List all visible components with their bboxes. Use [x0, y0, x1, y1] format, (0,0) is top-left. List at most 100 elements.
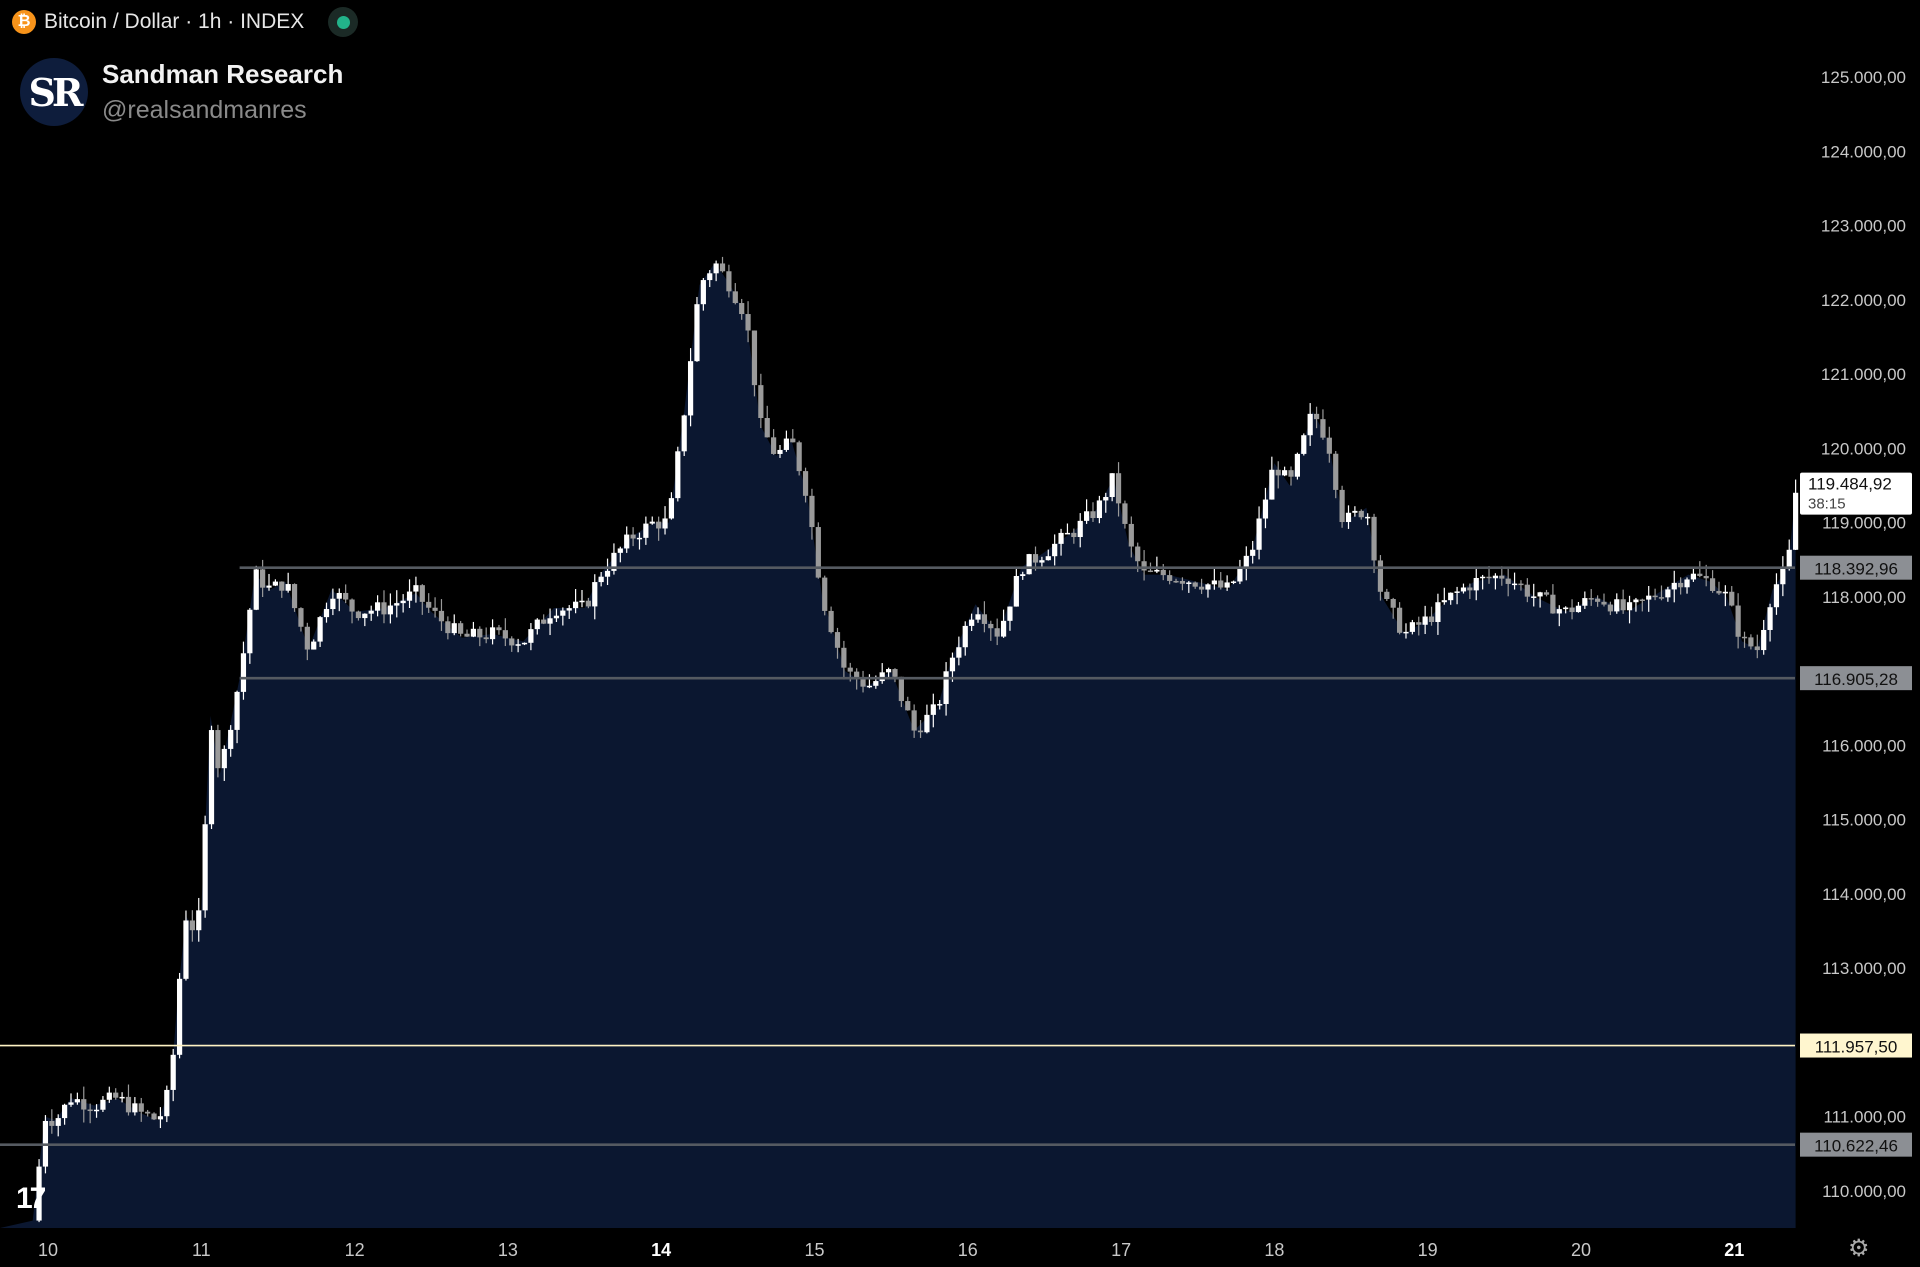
candle: [438, 599, 445, 631]
candle: [1773, 573, 1780, 615]
candle: [547, 608, 553, 636]
candle: [630, 527, 636, 547]
candle: [790, 429, 796, 443]
candle: [228, 725, 234, 757]
candle: [1684, 577, 1690, 594]
candle: [100, 1096, 106, 1113]
last-price-badge: [1800, 472, 1912, 515]
symbol-header[interactable]: ₿ Bitcoin / Dollar · 1h · INDEX: [12, 7, 359, 37]
y-tick-label: 113.000,00: [1822, 959, 1906, 978]
candle: [1563, 606, 1569, 614]
candle: [815, 522, 821, 579]
candle: [458, 620, 464, 637]
candle: [739, 298, 745, 320]
candle: [1243, 546, 1249, 581]
candle: [1786, 539, 1792, 571]
candle: [751, 330, 758, 397]
price-axis[interactable]: 110.000,00 111.000,00 113.000,00 114.000,00…: [1800, 68, 1912, 1201]
candle: [1313, 406, 1320, 429]
candle: [1741, 631, 1748, 648]
candle: [924, 704, 930, 734]
candle: [866, 674, 873, 689]
candle: [1537, 591, 1543, 608]
horizontal-levels[interactable]: 118.392,96 116.905,28 111.957,50 110.622,46: [0, 555, 1912, 1157]
time-axis[interactable]: 10 11 12 13 14 15 16 17 18 19 20 21: [38, 1240, 1744, 1260]
candle: [656, 516, 662, 541]
candle: [1735, 593, 1741, 649]
x-tick-label: 16: [958, 1240, 978, 1260]
candle: [1288, 466, 1294, 486]
x-tick-label: 11: [192, 1240, 211, 1260]
candle: [311, 639, 317, 650]
candle: [1294, 452, 1300, 480]
candle: [304, 622, 310, 661]
candle: [1403, 623, 1409, 639]
candle: [483, 627, 489, 644]
candle: [1262, 487, 1269, 529]
candle: [1620, 589, 1626, 614]
candle: [694, 296, 700, 362]
candle: [272, 579, 278, 587]
candle: [1422, 605, 1428, 635]
last-price-label: 119.484,92: [1808, 475, 1892, 494]
candle: [981, 601, 988, 633]
candle: [1428, 606, 1435, 626]
candle: [905, 696, 911, 711]
candle: [1390, 597, 1396, 619]
level-price-tag: [1800, 666, 1912, 691]
candle: [1448, 592, 1454, 605]
candle: [560, 607, 566, 626]
candle: [1524, 578, 1530, 603]
tradingview-logo[interactable]: 17: [16, 1182, 46, 1215]
price-area-fill: [0, 262, 1796, 1228]
candle: [771, 429, 777, 455]
candle: [541, 614, 547, 625]
level-price-label: 110.622,46: [1814, 1137, 1898, 1156]
candle: [1492, 573, 1499, 590]
candle: [1275, 461, 1281, 489]
candle: [636, 532, 643, 550]
candle: [1000, 609, 1007, 638]
candle: [1090, 502, 1096, 522]
candle: [1007, 606, 1013, 631]
candle: [285, 572, 291, 593]
candle: [170, 1048, 176, 1102]
candle: [777, 445, 783, 458]
candle: [1665, 586, 1671, 602]
x-tick-label: 18: [1264, 1240, 1284, 1260]
y-tick-label: 116.000,00: [1822, 736, 1906, 755]
candle: [374, 595, 381, 617]
candle: [1345, 505, 1352, 529]
candle: [1064, 523, 1071, 535]
candle: [1658, 585, 1665, 601]
candle: [1384, 588, 1390, 601]
candle: [1326, 426, 1332, 463]
candle: [317, 615, 323, 647]
candle: [113, 1088, 119, 1100]
candle: [1211, 567, 1217, 590]
candle: [534, 618, 540, 635]
candle: [445, 616, 451, 640]
candle: [1754, 634, 1760, 659]
candle: [988, 620, 994, 641]
candle: [202, 815, 208, 918]
y-tick-label: 122.000,00: [1821, 291, 1906, 310]
candle: [323, 602, 330, 623]
gear-icon[interactable]: ⚙: [1848, 1235, 1870, 1262]
candle: [502, 618, 508, 647]
x-tick-label: 21: [1724, 1240, 1744, 1260]
candle: [1614, 593, 1620, 614]
candle: [1301, 433, 1307, 456]
candle: [1269, 456, 1275, 500]
y-tick-label: 123.000,00: [1821, 217, 1906, 236]
candle: [400, 594, 406, 613]
candle: [279, 581, 285, 598]
level-price-tag: [1800, 1132, 1912, 1157]
candle: [662, 506, 668, 535]
y-tick-label: 110.000,00: [1822, 1182, 1906, 1201]
y-tick-label: 120.000,00: [1821, 439, 1906, 458]
candle: [509, 636, 515, 652]
y-tick-label: 115.000,00: [1822, 811, 1906, 830]
candle: [221, 745, 227, 781]
